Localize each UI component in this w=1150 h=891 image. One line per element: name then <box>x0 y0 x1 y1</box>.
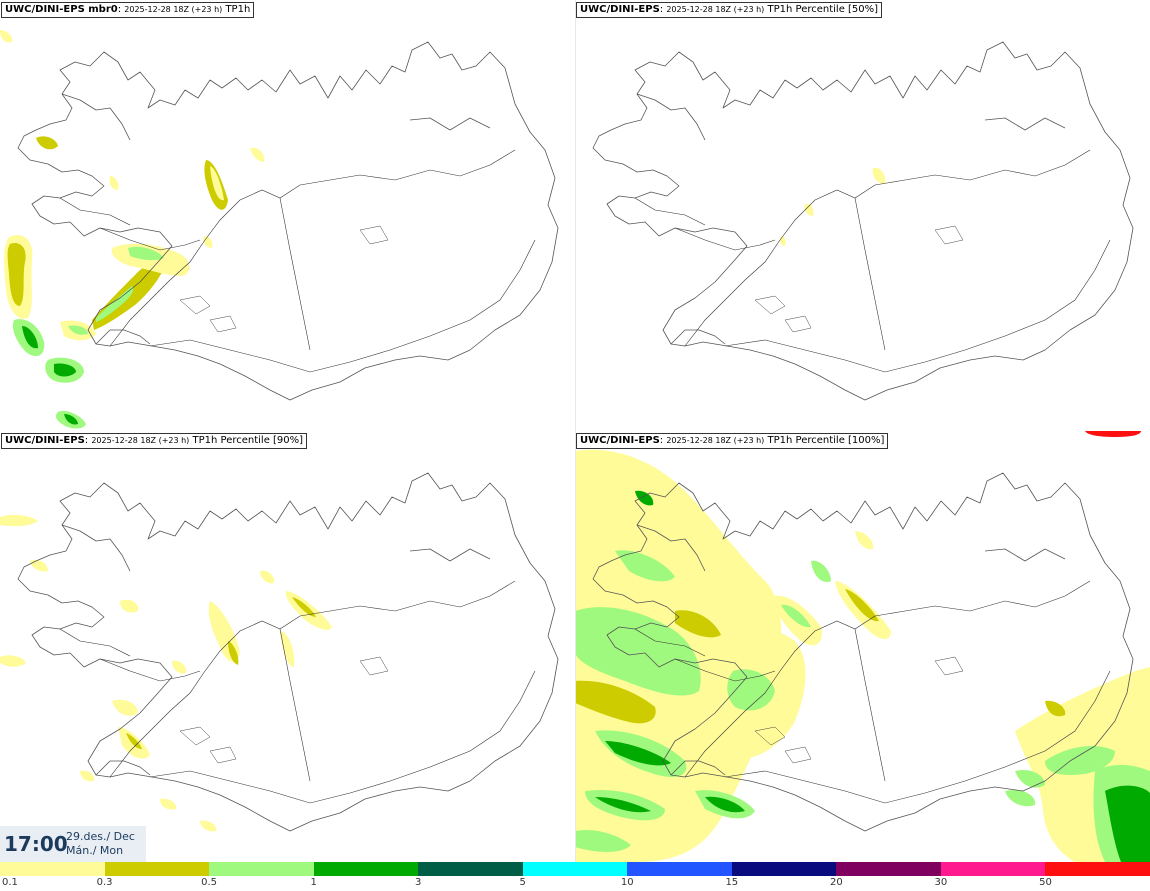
panel-run: 2025-12-28 18Z (+23 h) <box>666 5 765 14</box>
colorbar-tick-label: 5 <box>519 877 526 888</box>
valid-day-line: Mán./ Mon <box>66 844 124 857</box>
precip-colorbar <box>0 862 1150 876</box>
panel-run: 2025-12-28 18Z (+23 h) <box>91 436 190 445</box>
colorbar-tick-label: 0.5 <box>201 877 218 888</box>
panel-field: TP1h Percentile [90%] <box>192 435 304 446</box>
valid-date-line: 29.des./ Dec <box>66 830 135 843</box>
colorbar-tick-label: 3 <box>414 877 422 888</box>
panel-model: UWC/DINI-EPS mbr0 <box>5 4 118 15</box>
precip-shading <box>780 167 886 246</box>
lake-markers <box>754 656 964 764</box>
map-panel-p50: UWC/DINI-EPS: 2025-12-28 18Z (+23 h) TP1… <box>575 0 1150 431</box>
colorbar-segment <box>313 862 419 876</box>
coastline <box>17 41 559 401</box>
lake-markers <box>754 225 964 333</box>
iceland-map <box>592 41 1134 401</box>
panel-field: TP1h Percentile [100%] <box>767 435 885 446</box>
map-panel-mbr0: UWC/DINI-EPS mbr0: 2025-12-28 18Z (+23 h… <box>0 0 575 431</box>
colorbar-segment <box>209 862 314 876</box>
panel-run: 2025-12-28 18Z (+23 h) <box>666 436 765 445</box>
panel-run: 2025-12-28 18Z (+23 h) <box>124 5 223 14</box>
road-network <box>634 580 1111 804</box>
valid-time-box: 17:00 29.des./ Dec Mán./ Mon <box>0 826 146 862</box>
coastline <box>592 41 1134 401</box>
colorbar-segment <box>836 862 941 876</box>
colorbar-segment <box>627 862 732 876</box>
colorbar-segment <box>418 862 523 876</box>
precip-shading <box>0 514 332 832</box>
colorbar-tick-label: 30 <box>934 877 948 888</box>
panel-field: TP1h <box>225 4 251 15</box>
panel-model: UWC/DINI-EPS <box>5 435 85 446</box>
valid-time: 17:00 <box>4 832 68 856</box>
colorbar-segment <box>0 862 105 876</box>
road-network <box>59 149 536 373</box>
road-network <box>59 580 536 804</box>
colorbar-segment <box>522 862 628 876</box>
lake-markers <box>179 656 389 764</box>
colorbar-tick-labels: 0.1 0.3 0.5 1 3 5 10 15 20 30 50 <box>0 876 1150 891</box>
colorbar-tick-label: 10 <box>620 877 634 888</box>
panel-title: UWC/DINI-EPS: 2025-12-28 18Z (+23 h) TP1… <box>1 433 308 449</box>
map-panel-p90: UWC/DINI-EPS: 2025-12-28 18Z (+23 h) TP1… <box>0 431 575 862</box>
colorbar-segment <box>731 862 837 876</box>
colorbar-tick-label: 0.1 <box>2 877 18 888</box>
precip-shading <box>575 431 1150 862</box>
panel-title: UWC/DINI-EPS mbr0: 2025-12-28 18Z (+23 h… <box>1 2 255 18</box>
colorbar-tick-label: 1 <box>310 877 317 888</box>
colorbar-tick-label: 50 <box>1039 877 1052 888</box>
panel-divider <box>575 0 576 862</box>
coastline <box>17 472 559 832</box>
panel-field: TP1h Percentile [50%] <box>767 4 879 15</box>
colorbar-tick-label: 20 <box>829 877 843 888</box>
panel-model: UWC/DINI-EPS <box>580 4 660 15</box>
iceland-map <box>0 30 559 429</box>
panel-model: UWC/DINI-EPS <box>580 435 660 446</box>
lake-markers <box>179 225 389 333</box>
iceland-map <box>0 472 559 832</box>
colorbar-tick-label: 0.3 <box>96 877 113 888</box>
colorbar-tick-label: 15 <box>725 877 739 888</box>
coastline <box>592 472 1134 832</box>
road-network <box>634 149 1111 373</box>
iceland-map <box>575 431 1150 862</box>
panel-title: UWC/DINI-EPS: 2025-12-28 18Z (+23 h) TP1… <box>576 2 883 18</box>
colorbar-segment <box>1045 862 1150 876</box>
panel-title: UWC/DINI-EPS: 2025-12-28 18Z (+23 h) TP1… <box>576 433 889 449</box>
map-panel-p100: UWC/DINI-EPS: 2025-12-28 18Z (+23 h) TP1… <box>575 431 1150 862</box>
colorbar-segment <box>940 862 1046 876</box>
valid-date: 29.des./ Dec Mán./ Mon <box>66 830 135 858</box>
colorbar-segment <box>104 862 210 876</box>
